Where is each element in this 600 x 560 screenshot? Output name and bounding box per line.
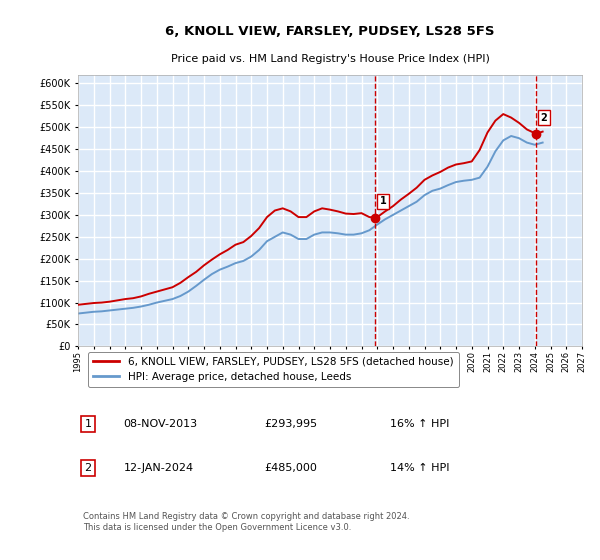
Text: 08-NOV-2013: 08-NOV-2013	[124, 419, 197, 429]
Text: 2: 2	[541, 113, 547, 123]
Text: 1: 1	[380, 197, 386, 207]
Text: 2: 2	[85, 463, 92, 473]
Text: Price paid vs. HM Land Registry's House Price Index (HPI): Price paid vs. HM Land Registry's House …	[170, 54, 490, 64]
Text: 16% ↑ HPI: 16% ↑ HPI	[391, 419, 450, 429]
Text: 12-JAN-2024: 12-JAN-2024	[124, 463, 193, 473]
Text: £485,000: £485,000	[265, 463, 317, 473]
Text: Contains HM Land Registry data © Crown copyright and database right 2024.
This d: Contains HM Land Registry data © Crown c…	[83, 512, 410, 532]
Legend: 6, KNOLL VIEW, FARSLEY, PUDSEY, LS28 5FS (detached house), HPI: Average price, d: 6, KNOLL VIEW, FARSLEY, PUDSEY, LS28 5FS…	[88, 352, 458, 388]
Text: £293,995: £293,995	[265, 419, 317, 429]
Text: 14% ↑ HPI: 14% ↑ HPI	[391, 463, 450, 473]
Text: 1: 1	[85, 419, 92, 429]
Text: 6, KNOLL VIEW, FARSLEY, PUDSEY, LS28 5FS: 6, KNOLL VIEW, FARSLEY, PUDSEY, LS28 5FS	[165, 25, 495, 39]
